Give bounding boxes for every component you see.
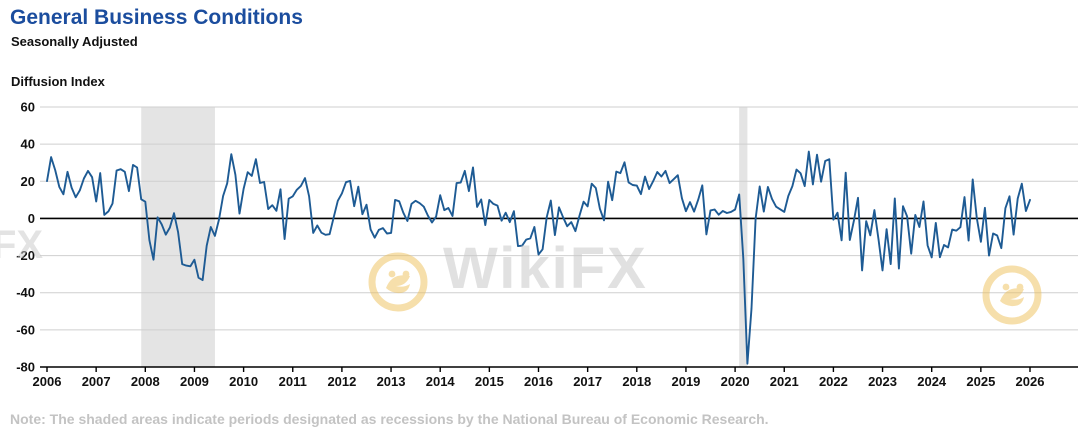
- x-tick-label: 2022: [819, 374, 848, 389]
- line-chart: 60 40 20 0 -20 -40 -60 -80 2006 2007 2008 2009 2010 2…: [0, 95, 1084, 395]
- x-tick-label: 2023: [868, 374, 897, 389]
- y-tick-label: -80: [16, 360, 35, 375]
- x-tick-label: 2013: [377, 374, 406, 389]
- x-tick-label: 2011: [279, 374, 307, 389]
- x-tick-label: 2015: [475, 374, 504, 389]
- x-tick-label: 2008: [131, 374, 160, 389]
- y-tick-label: 40: [21, 137, 35, 152]
- page-title: General Business Conditions: [10, 6, 303, 29]
- x-tick-label: 2014: [426, 374, 456, 389]
- x-tick-label: 2025: [966, 374, 995, 389]
- x-tick-label: 2020: [721, 374, 750, 389]
- x-tick-label: 2019: [671, 374, 700, 389]
- x-tick-label: 2017: [573, 374, 602, 389]
- x-tick-label: 2026: [1016, 374, 1045, 389]
- x-tick-label: 2024: [917, 374, 947, 389]
- y-tick-label: -20: [16, 248, 35, 263]
- y-tick-label: -60: [16, 322, 35, 337]
- y-axis-title: Diffusion Index: [11, 74, 105, 89]
- footnote: Note: The shaded areas indicate periods …: [10, 411, 769, 427]
- y-tick-label: 0: [28, 211, 35, 226]
- x-tick-label: 2009: [180, 374, 209, 389]
- x-tick-label: 2018: [622, 374, 651, 389]
- y-tick-label: 20: [21, 174, 35, 189]
- recession-band: [739, 107, 748, 367]
- x-tick-label: 2012: [327, 374, 356, 389]
- y-tick-label: 60: [21, 100, 35, 115]
- x-tick-label: 2021: [770, 374, 799, 389]
- diffusion-index-line: [46, 150, 1031, 365]
- x-tick-label: 2016: [524, 374, 553, 389]
- x-tick-label: 2006: [33, 374, 62, 389]
- chart-subtitle: Seasonally Adjusted: [11, 34, 138, 49]
- y-tick-label: -40: [16, 285, 35, 300]
- x-tick-label: 2010: [229, 374, 258, 389]
- x-tick-label: 2007: [82, 374, 111, 389]
